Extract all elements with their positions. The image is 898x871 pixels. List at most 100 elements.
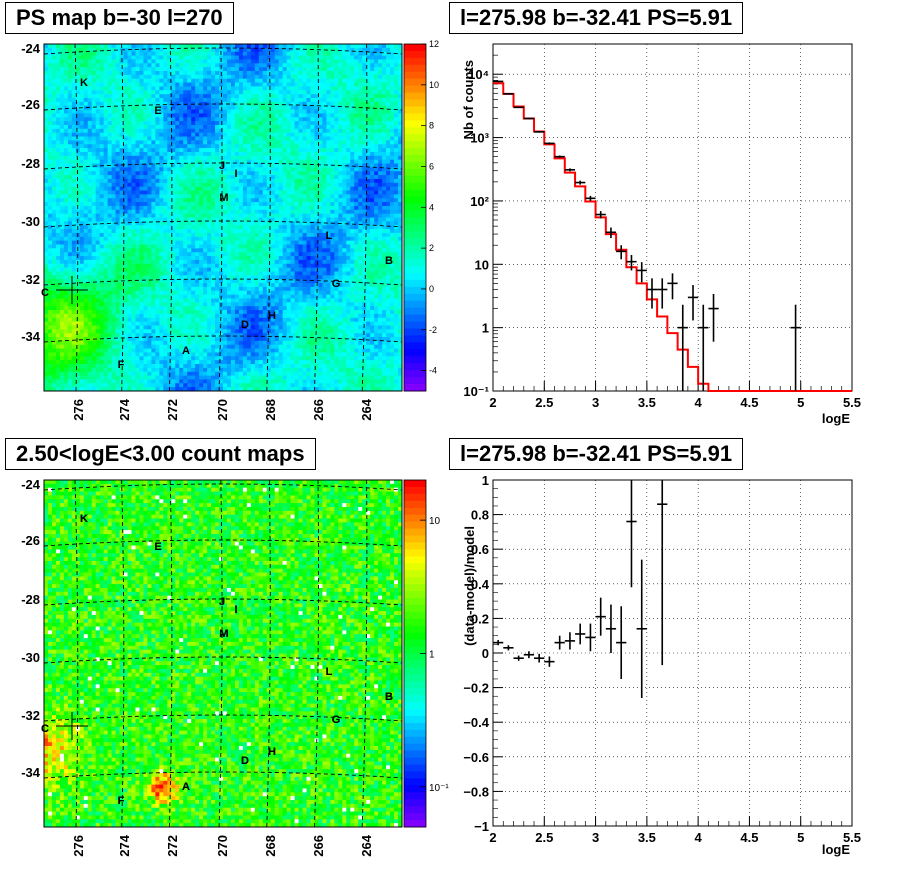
map-pixel (75, 121, 81, 126)
map-pixel (151, 140, 156, 145)
map-pixel (171, 51, 176, 56)
map-pixel (223, 298, 228, 303)
map-pixel (119, 159, 124, 164)
map-pixel (175, 59, 180, 64)
map-pixel (87, 63, 93, 68)
map-pixel (63, 175, 69, 180)
map-pixel (258, 306, 264, 311)
map-pixel (139, 352, 144, 357)
map-pixel (83, 352, 89, 357)
map-pixel (155, 74, 160, 80)
map-pixel (242, 182, 248, 188)
map-pixel (51, 321, 57, 326)
map-pixel (171, 317, 176, 322)
map-pixel (262, 151, 268, 157)
map-pixel (59, 298, 65, 303)
map-pixel (163, 344, 168, 349)
map-pixel (179, 163, 184, 168)
map-pixel (51, 136, 57, 141)
map-pixel (75, 70, 81, 76)
map-pixel (63, 302, 69, 307)
map-pixel (254, 387, 260, 392)
map-pixel (63, 321, 69, 326)
map-pixel (135, 352, 140, 357)
map-pixel (234, 101, 240, 107)
map-pixel (262, 178, 268, 184)
map-pixel (167, 47, 172, 53)
map-pixel (95, 82, 101, 87)
map-pixel (238, 244, 244, 249)
map-pixel (163, 136, 168, 141)
map-pixel (262, 171, 268, 176)
map-pixel (119, 101, 124, 107)
map-pixel (111, 159, 116, 164)
map-pixel (250, 286, 256, 292)
map-pixel (51, 337, 57, 342)
map-pixel (171, 209, 176, 215)
map-pixel (226, 244, 232, 249)
map-pixel (254, 86, 260, 91)
map-pixel (175, 151, 180, 157)
map-pixel (107, 329, 113, 334)
map-pixel (230, 55, 236, 60)
map-pixel (59, 97, 65, 103)
map-pixel (123, 383, 128, 388)
map-pixel (131, 317, 136, 322)
map-pixel (119, 55, 124, 60)
map-pixel (95, 325, 101, 330)
map-pixel (167, 244, 172, 249)
map-pixel (59, 313, 65, 319)
map-pixel (87, 283, 93, 288)
map-pixel (155, 175, 160, 180)
map-pixel (230, 59, 236, 64)
map-pixel (119, 190, 124, 195)
map-pixel (226, 78, 232, 83)
map-pixel (223, 63, 228, 68)
map-pixel (195, 352, 200, 357)
map-pixel (175, 259, 180, 265)
map-pixel (250, 367, 256, 373)
map-pixel (79, 97, 85, 103)
map-pixel (183, 121, 188, 126)
map-pixel (99, 271, 105, 276)
map-pixel (135, 348, 140, 353)
map-pixel (99, 101, 105, 107)
map-pixel (139, 263, 144, 269)
map-pixel (171, 294, 176, 299)
map-pixel (51, 94, 57, 99)
map-pixel (63, 279, 69, 284)
map-pixel (199, 182, 204, 188)
map-pixel (199, 348, 204, 353)
map-pixel (123, 140, 128, 145)
map-pixel (203, 144, 208, 149)
map-pixel (195, 44, 200, 49)
map-pixel (234, 344, 240, 349)
map-pixel (211, 217, 216, 222)
map-pixel (99, 182, 105, 188)
map-pixel (155, 148, 160, 153)
map-pixel (187, 90, 192, 95)
map-pixel (234, 63, 240, 68)
map-pixel (44, 47, 49, 53)
map-pixel (99, 194, 105, 199)
map-pixel (175, 74, 180, 80)
map-pixel (246, 310, 252, 315)
map-pixel (123, 240, 128, 245)
map-pixel (79, 51, 85, 56)
map-pixel (103, 163, 109, 168)
map-pixel (51, 90, 57, 95)
map-pixel (238, 74, 244, 80)
map-pixel (211, 275, 216, 280)
map-pixel (44, 356, 49, 361)
map-pixel (262, 194, 268, 199)
map-pixel (79, 117, 85, 122)
map-pixel (167, 325, 172, 330)
map-pixel (159, 202, 164, 207)
map-pixel (223, 367, 228, 373)
map-pixel (219, 371, 224, 376)
map-pixel (175, 271, 180, 276)
map-pixel (51, 240, 57, 245)
map-pixel (191, 298, 196, 303)
map-pixel (207, 283, 212, 288)
map-pixel (191, 198, 196, 203)
